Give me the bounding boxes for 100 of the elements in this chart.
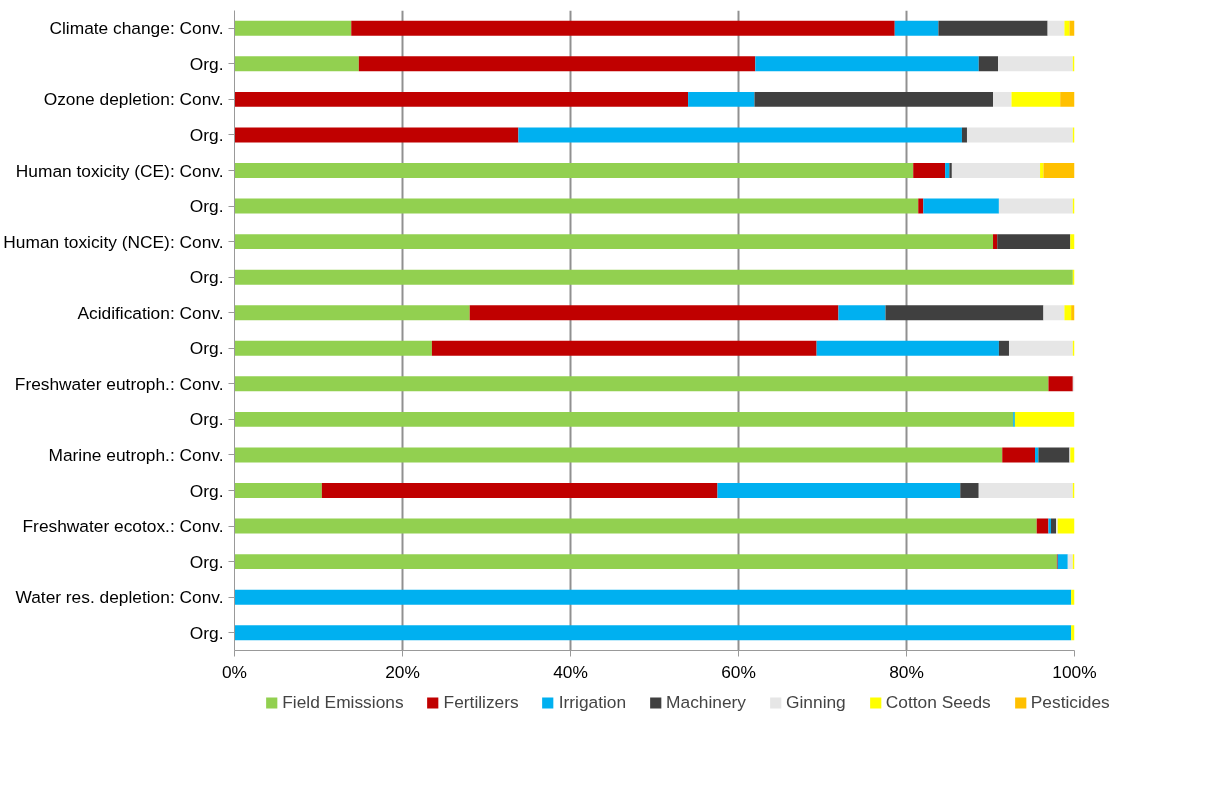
bar: [1057, 554, 1068, 570]
x-tick-label: 40%: [553, 661, 588, 682]
x-tick-label: 100%: [1052, 661, 1097, 682]
y-tick-label: Org.: [189, 196, 224, 217]
bar: [234, 305, 470, 321]
x-tick-label: 80%: [889, 661, 924, 682]
bar: [234, 554, 1057, 570]
bar: [1071, 589, 1075, 605]
bar: [321, 483, 718, 498]
bar: [234, 20, 352, 36]
bar: [1070, 447, 1075, 463]
bar: [717, 483, 961, 498]
bar: [1057, 518, 1075, 534]
legend-label: Ginning: [786, 691, 846, 713]
legend-label: Field Emissions: [282, 691, 404, 713]
bar: [894, 20, 939, 36]
bar: [1064, 305, 1072, 321]
y-tick-label: Freshwater ecotox.: Conv.: [22, 516, 224, 537]
bar: [1038, 447, 1070, 463]
bar: [923, 198, 999, 214]
bar: [518, 127, 962, 143]
y-tick-label: Org.: [189, 480, 224, 501]
y-tick-label: Org.: [189, 551, 224, 572]
bar: [816, 340, 999, 356]
bar: [754, 91, 994, 107]
y-tick-label: Org.: [189, 409, 224, 430]
y-tick-label: Org.: [189, 267, 224, 288]
bar: [1002, 447, 1036, 463]
bar: [1008, 340, 1073, 356]
bar: [997, 234, 1071, 250]
y-tick-label: Human toxicity (NCE): Conv.: [3, 231, 224, 252]
bar: [1070, 234, 1075, 250]
y-tick-label: Water res. depletion: Conv.: [15, 587, 224, 608]
bar: [234, 198, 919, 214]
bar: [358, 56, 756, 72]
bar: [234, 376, 1049, 392]
bar: [966, 127, 1073, 143]
bar: [1048, 518, 1051, 534]
legend-label: Pesticides: [1030, 691, 1110, 713]
bar: [1060, 91, 1075, 107]
bar: [234, 269, 1073, 285]
bar: [1069, 20, 1075, 36]
bar: [918, 198, 924, 214]
bar: [1014, 411, 1075, 427]
y-tick-label: Org.: [189, 53, 224, 74]
bar: [978, 56, 999, 72]
legend-label: Fertilizers: [443, 691, 519, 713]
bar: [234, 340, 432, 356]
y-tick-label: Marine eutroph.: Conv.: [48, 444, 224, 465]
bar: [1067, 554, 1073, 570]
bar: [688, 91, 755, 107]
bar: [234, 411, 1014, 427]
bar: [351, 20, 895, 36]
y-tick-label: Org.: [189, 124, 224, 145]
bar: [885, 305, 1044, 321]
bar: [998, 56, 1073, 72]
bar: [234, 163, 914, 178]
y-tick-label: Freshwater eutroph.: Conv.: [14, 373, 224, 394]
bar: [1043, 305, 1065, 321]
y-tick-label: Climate change: Conv.: [49, 18, 224, 39]
bar: [469, 305, 839, 321]
bar: [234, 483, 322, 498]
bar: [1040, 163, 1044, 178]
y-tick-label: Human toxicity (CE): Conv.: [15, 160, 224, 181]
legend-label: Machinery: [666, 691, 747, 713]
bar: [234, 518, 1037, 534]
x-tick-label: 60%: [721, 661, 756, 682]
bar: [234, 127, 519, 143]
y-tick-label: Ozone depletion: Conv.: [43, 89, 224, 110]
bar: [945, 163, 950, 178]
bar: [838, 305, 886, 321]
bar: [1011, 91, 1061, 107]
bar: [951, 163, 1041, 178]
bar: [961, 127, 967, 143]
bar: [1071, 625, 1075, 641]
bar: [913, 163, 946, 178]
bar: [1050, 518, 1057, 534]
bar: [960, 483, 979, 498]
legend-label: Cotton Seeds: [885, 691, 991, 713]
x-tick-label: 0%: [221, 661, 248, 682]
bar: [998, 340, 1009, 356]
y-tick-label: Org.: [189, 622, 224, 643]
bar: [755, 56, 979, 72]
bar: [234, 91, 689, 107]
bar: [949, 163, 952, 178]
x-tick-label: 20%: [385, 661, 420, 682]
bar: [1035, 447, 1039, 463]
bar: [234, 447, 1003, 463]
bar: [1036, 518, 1049, 534]
bar: [234, 589, 1072, 605]
bar: [1071, 305, 1075, 321]
bar: [1043, 163, 1075, 178]
bar: [938, 20, 1048, 36]
y-tick-label: Org.: [189, 338, 224, 359]
bar: [234, 625, 1072, 641]
bar: [1064, 20, 1070, 36]
bar: [1047, 20, 1065, 36]
bar: [234, 234, 994, 250]
bar: [998, 198, 1073, 214]
bar: [993, 234, 998, 250]
